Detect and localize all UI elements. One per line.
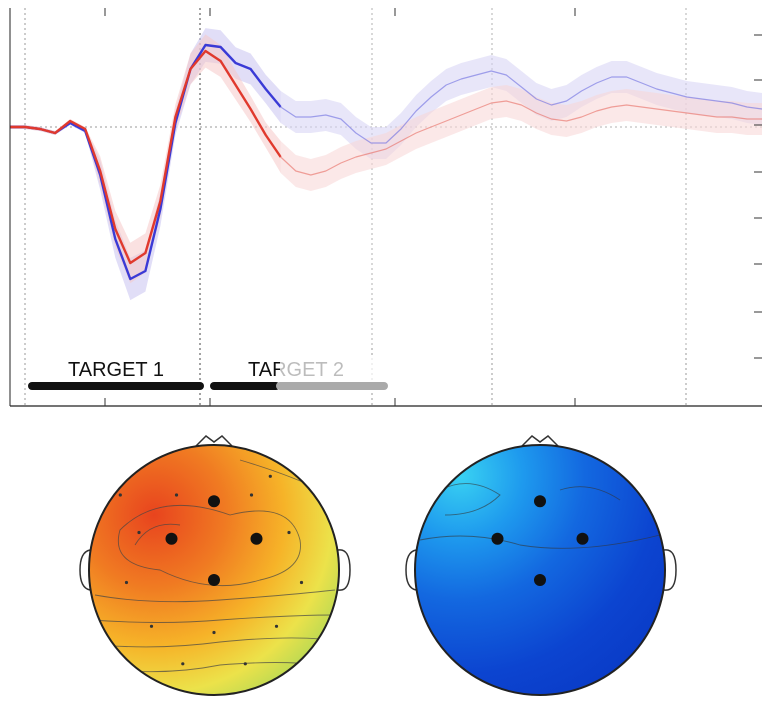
- sensor-dot: [149, 624, 154, 628]
- electrode-marker: [491, 532, 504, 545]
- sensor-dot: [274, 624, 279, 628]
- erp-plot: TARGET 1 TARGET 2: [9, 8, 762, 407]
- electrode-marker: [534, 495, 546, 508]
- topo-map-cool: [405, 435, 677, 696]
- sensor-dot: [299, 580, 304, 585]
- sensor-dot: [212, 630, 216, 635]
- electrode-marker: [165, 532, 178, 545]
- topo-map-warm: [79, 435, 351, 696]
- topo-maps: [79, 435, 677, 696]
- head-outline: [414, 444, 666, 696]
- electrode-marker: [208, 495, 220, 508]
- fade-overlay: [280, 8, 762, 348]
- sensor-dot: [118, 493, 122, 497]
- confidence-band: [10, 34, 762, 284]
- sensor-dot: [243, 662, 247, 666]
- series-line-red: [280, 100, 762, 176]
- sensor-dot: [137, 530, 141, 535]
- series-line-blue: [280, 70, 762, 144]
- target-1-label: TARGET 1: [68, 359, 164, 381]
- sensor-dot: [124, 580, 129, 585]
- right-ear-icon: [337, 549, 351, 591]
- sensor-dot: [268, 474, 272, 478]
- left-ear-icon: [405, 549, 417, 591]
- electrode-marker: [208, 574, 220, 586]
- nose-icon: [193, 435, 235, 449]
- sensor-dot: [181, 662, 185, 666]
- left-ear-icon: [79, 549, 91, 591]
- sensor-dot: [287, 530, 291, 535]
- right-ear-icon: [663, 549, 677, 591]
- target-2-bar-dark: [210, 382, 280, 390]
- target-2-fade-mask: [280, 356, 430, 380]
- electrode-marker: [250, 532, 263, 545]
- nose-icon: [519, 435, 561, 449]
- head-outline: [88, 444, 340, 696]
- sensor-dot: [174, 493, 179, 497]
- target-1-bar: [28, 382, 204, 390]
- electrode-marker: [534, 574, 546, 586]
- sensor-dot: [249, 493, 254, 497]
- electrode-marker: [576, 532, 589, 545]
- target-2-bar-light: [276, 382, 388, 390]
- series-line-red: [10, 49, 282, 265]
